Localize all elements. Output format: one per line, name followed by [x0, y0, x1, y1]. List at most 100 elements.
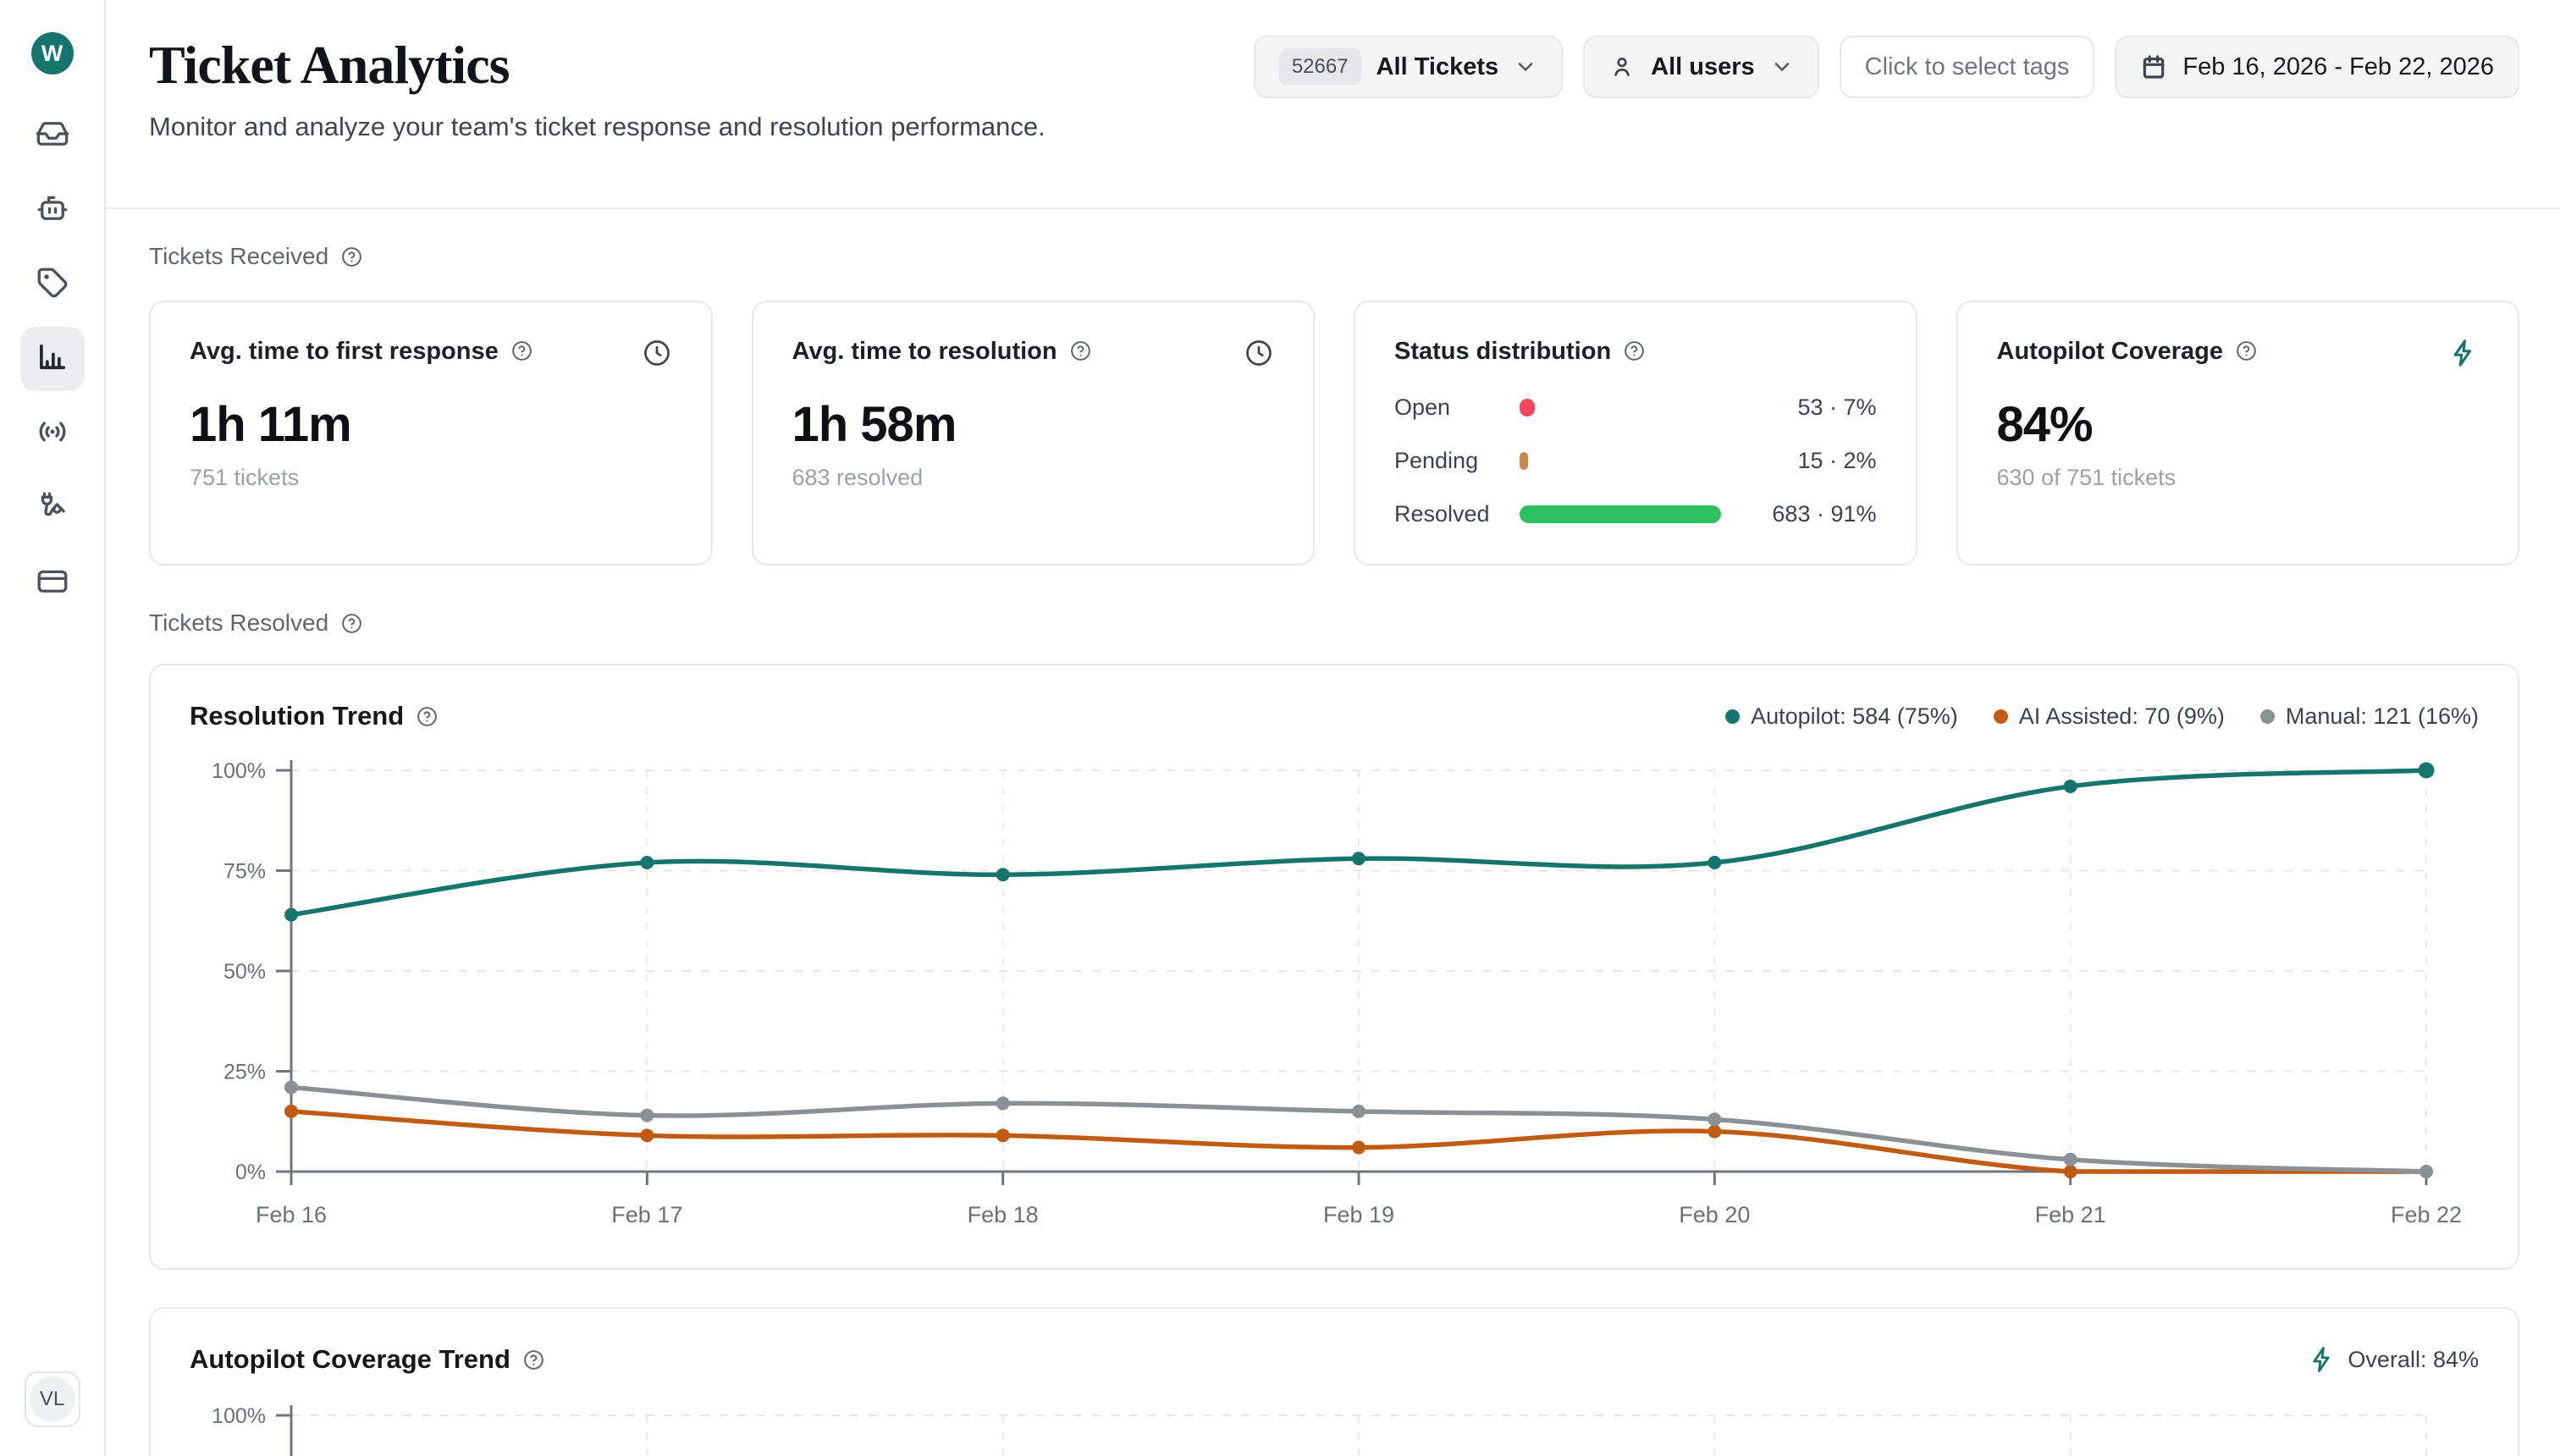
status-bar	[1520, 505, 1721, 523]
status-label: Resolved	[1394, 501, 1490, 527]
status-row-open: Open 53 · 7%	[1394, 394, 1877, 421]
legend-item: AI Assisted: 70 (9%)	[1993, 703, 2225, 730]
legend-item: Manual: 121 (16%)	[2259, 703, 2479, 730]
status-value: 53 · 7%	[1797, 394, 1877, 420]
date-range-button[interactable]: Feb 16, 2026 - Feb 22, 2026	[2115, 36, 2519, 98]
help-icon[interactable]	[416, 705, 439, 728]
status-bar-track	[1520, 505, 1772, 523]
svg-text:Feb 18: Feb 18	[968, 1202, 1039, 1227]
filter-bar: 52667 All Tickets All users Click to sel…	[1253, 36, 2519, 98]
card-title: Autopilot Coverage	[1996, 338, 2223, 365]
help-icon[interactable]	[1069, 339, 1092, 362]
sidebar-item-broadcast[interactable]	[20, 401, 85, 466]
metric-subtitle: 751 tickets	[190, 465, 300, 490]
sidebar-item-billing[interactable]	[20, 550, 85, 615]
card-title: Avg. time to resolution	[792, 338, 1057, 365]
clock-icon	[1244, 338, 1274, 372]
chart-title: Autopilot Coverage Trend	[190, 1344, 510, 1374]
ticket-count-badge: 52667	[1278, 48, 1361, 85]
users-filter-button[interactable]: All users	[1583, 36, 1819, 98]
status-row-resolved: Resolved 683 · 91%	[1394, 501, 1877, 527]
status-bar	[1520, 452, 1528, 470]
card-title: Avg. time to first response	[190, 338, 499, 365]
overall-coverage: Overall: 84%	[2308, 1345, 2479, 1374]
sidebar: W VL	[0, 0, 106, 1456]
metric-value: 84%	[1996, 397, 2094, 452]
workspace-logo[interactable]: W	[30, 32, 74, 74]
user-avatar[interactable]: VL	[24, 1371, 80, 1427]
chevron-down-icon	[1514, 55, 1537, 79]
legend-label: Autopilot: 584 (75%)	[1751, 703, 1958, 729]
tag-icon	[35, 265, 70, 305]
svg-text:Feb 20: Feb 20	[1679, 1202, 1750, 1227]
tags-filter-button[interactable]: Click to select tags	[1839, 36, 2095, 98]
card-autopilot-coverage: Autopilot Coverage 84% 630 of 751 ticket…	[1956, 301, 2519, 565]
legend-dot-icon	[1993, 709, 2008, 724]
help-icon[interactable]	[2235, 339, 2258, 362]
clock-icon	[642, 338, 672, 372]
section-label-text: Tickets Resolved	[149, 609, 329, 636]
svg-text:0%: 0%	[235, 1161, 266, 1184]
status-value: 683 · 91%	[1772, 501, 1877, 527]
tickets-filter-label: All Tickets	[1376, 52, 1499, 80]
credit-card-icon	[35, 563, 70, 603]
svg-text:25%: 25%	[223, 1061, 266, 1084]
bot-icon	[35, 190, 70, 230]
legend-dot-icon	[1725, 709, 1741, 724]
metric-value: 1h 58m	[792, 397, 957, 452]
card-first-response: Avg. time to first response 1h 11m 751 t…	[149, 301, 713, 565]
users-filter-label: All users	[1651, 52, 1755, 80]
tickets-filter-button[interactable]: 52667 All Tickets	[1253, 36, 1564, 98]
section-tickets-resolved: Tickets Resolved	[149, 609, 2519, 637]
status-bar-track	[1520, 399, 1797, 416]
legend-dot-icon	[2259, 709, 2275, 724]
user-icon	[1608, 53, 1636, 80]
help-icon[interactable]	[522, 1348, 545, 1371]
plug-icon	[35, 488, 70, 528]
calendar-icon	[2140, 53, 2167, 80]
card-status-distribution: Status distribution Open 53 · 7% Pending 15…	[1354, 301, 1917, 565]
resolution-trend-chart: 0% 25% 50% 75% 100% Feb 16 Feb 17 Feb 18 Feb 19 F…	[212, 759, 2462, 1227]
help-icon[interactable]	[340, 612, 363, 635]
status-bar-track	[1520, 452, 1797, 470]
page-header: Ticket Analytics Monitor and analyze you…	[106, 0, 2560, 207]
help-icon[interactable]	[1623, 339, 1646, 362]
resolution-trend-card: Resolution Trend Autopilot: 584 (75%) AI …	[149, 664, 2519, 1270]
chevron-down-icon	[1770, 55, 1794, 79]
lightning-icon	[2448, 338, 2479, 372]
legend-label: Manual: 121 (16%)	[2285, 703, 2479, 729]
svg-text:Feb 16: Feb 16	[256, 1202, 327, 1227]
autopilot-trend-chart: 100%	[212, 1404, 2427, 1456]
date-range-label: Feb 16, 2026 - Feb 22, 2026	[2182, 52, 2494, 80]
content: Tickets Received Avg. time to first resp…	[106, 207, 2560, 1456]
status-bar	[1520, 399, 1535, 416]
status-row-pending: Pending 15 · 2%	[1394, 448, 1877, 474]
svg-text:Feb 19: Feb 19	[1323, 1202, 1394, 1227]
page-title: Ticket Analytics	[149, 35, 510, 95]
section-label-text: Tickets Received	[149, 243, 329, 269]
legend-label: AI Assisted: 70 (9%)	[2018, 703, 2225, 729]
svg-text:100%: 100%	[212, 1404, 266, 1428]
autopilot-trend-card: Autopilot Coverage Trend Overall: 84% 10…	[149, 1307, 2519, 1456]
sidebar-item-tags[interactable]	[20, 252, 85, 317]
svg-text:100%: 100%	[212, 759, 266, 783]
svg-text:Feb 22: Feb 22	[2391, 1202, 2462, 1227]
help-icon[interactable]	[510, 339, 533, 362]
help-icon[interactable]	[340, 245, 363, 268]
svg-text:75%: 75%	[223, 860, 266, 884]
sidebar-item-inbox[interactable]	[20, 103, 85, 168]
card-title: Status distribution	[1394, 338, 1612, 365]
section-tickets-received: Tickets Received	[149, 243, 2519, 270]
svg-text:Feb 21: Feb 21	[2035, 1202, 2106, 1227]
sidebar-item-integrations[interactable]	[20, 476, 85, 540]
sidebar-nav	[19, 103, 85, 615]
sidebar-item-bot[interactable]	[20, 178, 85, 242]
chart-legend: Autopilot: 584 (75%) AI Assisted: 70 (9%)…	[1725, 703, 2479, 730]
status-value: 15 · 2%	[1797, 448, 1877, 473]
metric-subtitle: 683 resolved	[792, 465, 924, 490]
status-label: Pending	[1394, 448, 1479, 473]
sidebar-item-analytics[interactable]	[19, 327, 85, 391]
chart-title: Resolution Trend	[190, 701, 405, 731]
bar-chart-icon	[35, 339, 70, 379]
metric-value: 1h 11m	[190, 397, 352, 452]
